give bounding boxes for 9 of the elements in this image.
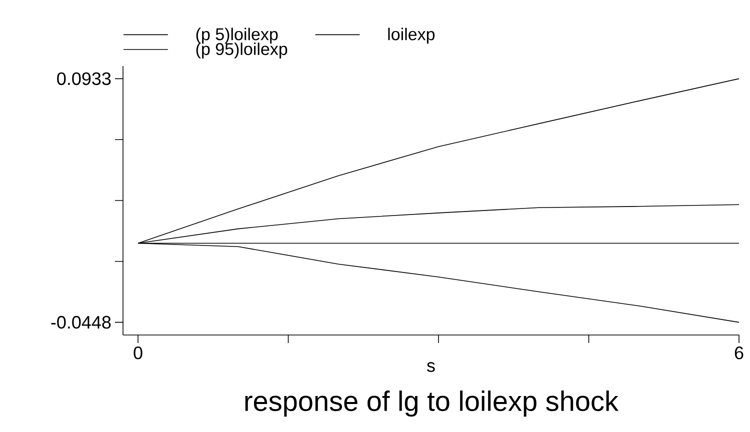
text: response of lg to loilexp shock — [245, 390, 619, 417]
x-tick-label: 0 — [134, 346, 142, 360]
y-tick-label: 0.0933 — [57, 72, 111, 86]
legend-label: (p 95)loilexp — [196, 42, 288, 58]
legend-label: loilexp — [388, 28, 435, 44]
legend-label: (p 5)loilexp — [196, 28, 278, 44]
x-axis-title: s — [427, 362, 435, 372]
x-tick-label: 6 — [734, 346, 744, 360]
y-tick-label: -0.0448 — [51, 316, 111, 329]
